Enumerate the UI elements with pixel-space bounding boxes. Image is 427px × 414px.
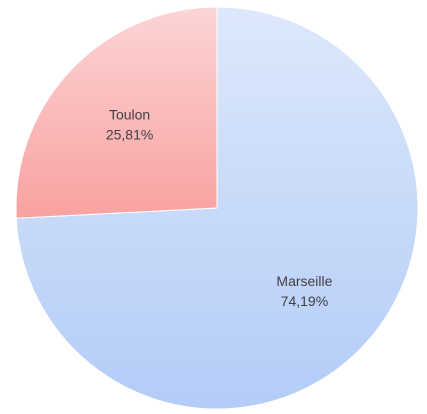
slice-label: Toulon: [109, 107, 150, 123]
slice-value-label: 74,19%: [281, 293, 328, 309]
slice-value-label: 25,81%: [106, 127, 153, 143]
slice-label: Marseille: [276, 273, 332, 289]
pie-slice: [15, 6, 218, 219]
